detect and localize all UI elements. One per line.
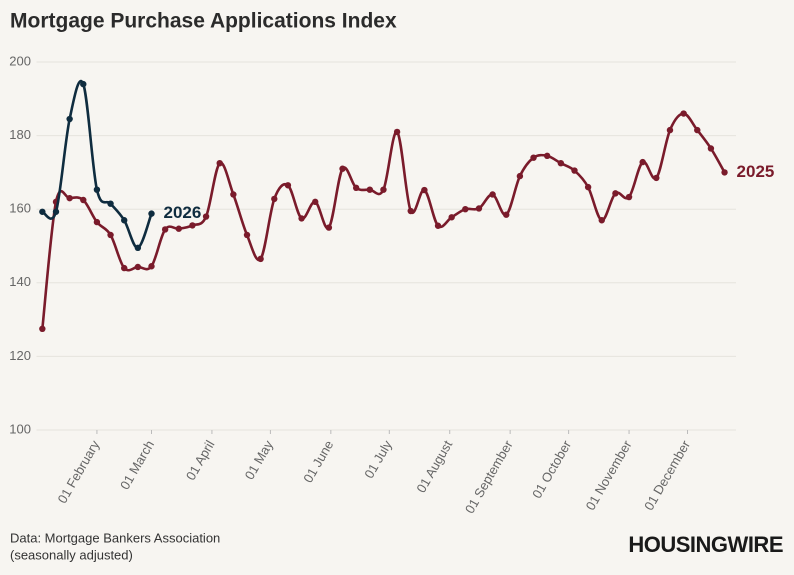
point	[271, 195, 278, 203]
point	[598, 217, 605, 224]
point	[666, 126, 674, 134]
point	[161, 226, 169, 233]
point	[230, 191, 237, 198]
point	[380, 186, 387, 193]
chart-title: Mortgage Purchase Applications Index	[10, 10, 397, 33]
point	[612, 190, 619, 197]
point	[407, 207, 414, 215]
point	[80, 80, 87, 88]
point	[107, 200, 114, 207]
point	[121, 217, 128, 224]
point	[530, 154, 537, 161]
source-note: (seasonally adjusted)	[10, 547, 133, 562]
point	[93, 218, 101, 226]
point	[39, 325, 46, 332]
series-label: 2026	[164, 203, 202, 222]
point	[121, 264, 128, 272]
point	[284, 182, 292, 189]
point	[448, 214, 455, 221]
series-line	[41, 80, 153, 250]
point	[107, 231, 114, 239]
point	[39, 208, 46, 215]
point	[503, 211, 510, 218]
point	[584, 183, 592, 191]
point	[462, 206, 469, 213]
point	[393, 128, 401, 136]
point	[148, 210, 155, 217]
point	[366, 186, 374, 193]
source-note: Data: Mortgage Bankers Association	[10, 530, 220, 545]
point	[421, 186, 428, 194]
point	[134, 244, 142, 252]
point	[721, 169, 728, 176]
point	[707, 145, 715, 152]
point	[298, 215, 305, 222]
point	[489, 191, 496, 198]
y-tick-label: 160	[9, 201, 31, 216]
point	[134, 263, 142, 271]
point	[52, 208, 60, 215]
point	[148, 263, 155, 270]
point	[434, 222, 442, 229]
point	[557, 160, 565, 167]
point	[516, 172, 524, 180]
point	[680, 110, 687, 117]
y-tick-label: 180	[9, 127, 31, 142]
logo: HOUSINGWIRE	[628, 532, 783, 557]
point	[339, 165, 346, 172]
point	[80, 196, 87, 204]
point	[325, 224, 333, 231]
point	[66, 115, 73, 123]
point	[653, 174, 660, 182]
point	[694, 126, 701, 134]
point	[257, 255, 264, 263]
y-tick-label: 100	[9, 421, 31, 436]
y-tick-label: 200	[9, 53, 31, 68]
y-tick-label: 120	[9, 348, 31, 363]
point	[175, 225, 182, 232]
point	[216, 160, 223, 167]
point	[352, 184, 360, 192]
point	[312, 198, 319, 206]
point	[66, 194, 73, 202]
series-label: 2025	[737, 162, 775, 181]
point	[639, 158, 646, 166]
point	[625, 193, 633, 201]
point	[543, 152, 551, 160]
y-tick-label: 140	[9, 274, 31, 289]
point	[189, 222, 196, 229]
point	[93, 186, 101, 193]
point	[571, 167, 578, 174]
point	[202, 213, 210, 220]
point	[243, 231, 251, 239]
point	[475, 205, 483, 212]
